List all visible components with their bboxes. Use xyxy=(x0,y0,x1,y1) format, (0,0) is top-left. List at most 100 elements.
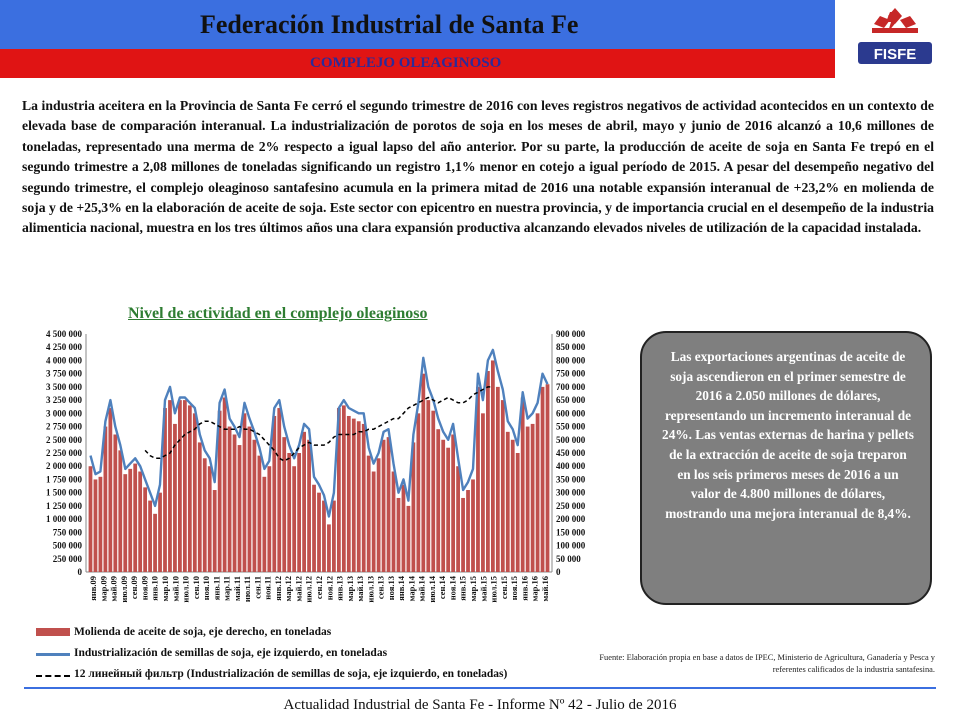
bar xyxy=(103,426,108,572)
right-tick-label: 50 000 xyxy=(556,554,581,564)
right-tick-label: 550 000 xyxy=(556,422,586,432)
bar xyxy=(451,434,456,572)
activity-chart: 0 250 000 500 000 750 000 1 000 000 1 250 000… xyxy=(46,329,586,603)
bar xyxy=(197,442,202,572)
x-tick-label: янв.11 xyxy=(211,576,221,600)
bar xyxy=(406,505,411,572)
bar xyxy=(476,386,480,572)
report-body-text: La industria aceitera en la Provincia de… xyxy=(22,98,934,236)
bar xyxy=(262,476,267,572)
bar xyxy=(267,466,272,572)
bar xyxy=(257,455,262,572)
x-tick-label: май.15 xyxy=(478,576,488,602)
footer-divider xyxy=(24,687,936,689)
x-tick-label: ноя.14 xyxy=(447,575,457,600)
bar xyxy=(441,439,446,572)
bar xyxy=(351,418,356,572)
right-tick-label: 900 000 xyxy=(556,329,586,339)
bar xyxy=(287,453,292,572)
right-tick-label: 600 000 xyxy=(556,408,586,418)
left-tick-label: 750 000 xyxy=(53,527,83,537)
right-tick-label: 100 000 xyxy=(556,541,586,551)
bar xyxy=(292,466,297,572)
x-tick-label: июл.10 xyxy=(181,576,191,603)
left-tick-label: 3 000 000 xyxy=(46,408,83,418)
x-tick-label: май.16 xyxy=(540,576,550,602)
x-tick-label: янв.15 xyxy=(458,576,468,601)
page-subtitle: COMPLEJO OLEAGINOSO xyxy=(310,55,502,71)
bar xyxy=(247,426,252,572)
source-note: Fuente: Elaboración propia en base a dat… xyxy=(599,653,935,674)
bar xyxy=(182,400,187,572)
bar xyxy=(436,429,441,572)
x-tick-label: мар.09 xyxy=(98,576,108,601)
x-tick-label: май.14 xyxy=(417,575,427,601)
bar xyxy=(178,400,182,572)
left-tick-label: 3 250 000 xyxy=(46,395,83,405)
bar xyxy=(336,408,341,572)
bar xyxy=(361,423,366,572)
x-tick-label: сен.14 xyxy=(437,575,447,599)
bar xyxy=(108,408,113,572)
bar xyxy=(202,458,207,572)
bar xyxy=(143,487,148,572)
legend-swatch-dashed xyxy=(36,675,70,677)
x-tick-label: мар.10 xyxy=(160,576,170,601)
bar xyxy=(500,400,505,572)
x-tick-label: май.11 xyxy=(232,576,242,601)
legend-swatch-line xyxy=(36,653,70,656)
left-tick-label: 1 750 000 xyxy=(46,474,83,484)
x-tick-label: мар.12 xyxy=(283,576,293,601)
right-tick-label: 250 000 xyxy=(556,501,586,511)
x-tick-label: мар.15 xyxy=(468,576,478,601)
page-title: Federación Industrial de Santa Fe xyxy=(200,10,579,39)
bar xyxy=(456,466,460,572)
left-tick-label: 4 000 000 xyxy=(46,355,83,365)
x-tick-label: май.09 xyxy=(109,576,119,602)
right-tick-label: 150 000 xyxy=(556,527,586,537)
bar xyxy=(515,453,520,572)
bar xyxy=(128,468,133,572)
x-tick-label: мар.11 xyxy=(222,576,232,601)
bar xyxy=(505,431,510,572)
x-tick-label: июл.13 xyxy=(365,576,375,603)
bar xyxy=(520,397,525,572)
bar xyxy=(307,439,311,572)
x-tick-label: сен.15 xyxy=(499,576,509,599)
bar xyxy=(297,453,302,572)
legend-label-bar: Molienda de aceite de soja, eje derecho,… xyxy=(74,626,332,638)
right-tick-label: 400 000 xyxy=(556,461,586,471)
right-tick-label: 500 000 xyxy=(556,435,586,445)
left-tick-label: 2 500 000 xyxy=(46,435,83,445)
bar xyxy=(396,497,401,572)
left-tick-label: 2 750 000 xyxy=(46,422,83,432)
bar xyxy=(366,455,371,572)
bar xyxy=(346,415,351,572)
legend-swatch-bar xyxy=(36,628,70,636)
left-tick-label: 1 000 000 xyxy=(46,514,83,524)
bar xyxy=(88,466,93,572)
x-tick-label: май.12 xyxy=(293,576,303,602)
x-tick-label: янв.14 xyxy=(396,575,406,600)
x-tick-label: май.13 xyxy=(355,576,365,602)
header-bar xyxy=(0,0,835,49)
bar xyxy=(446,447,451,572)
left-tick-label: 4 250 000 xyxy=(46,342,83,352)
bar xyxy=(461,497,465,572)
bar xyxy=(341,405,346,572)
x-tick-label: май.10 xyxy=(170,576,180,602)
bar xyxy=(426,400,431,572)
bar xyxy=(381,439,386,572)
bar xyxy=(481,413,485,572)
callout-text: Las exportaciones argentinas de aceite d… xyxy=(662,349,914,521)
x-tick-label: ноя.15 xyxy=(509,576,519,600)
subheader-bar xyxy=(0,49,835,78)
bar xyxy=(535,413,540,572)
bar xyxy=(192,413,197,572)
right-tick-label: 650 000 xyxy=(556,395,586,405)
bar xyxy=(113,434,118,572)
bar xyxy=(173,423,177,572)
x-tick-label: сен.10 xyxy=(191,576,201,599)
bar xyxy=(118,450,123,572)
x-tick-label: янв.13 xyxy=(335,576,345,601)
